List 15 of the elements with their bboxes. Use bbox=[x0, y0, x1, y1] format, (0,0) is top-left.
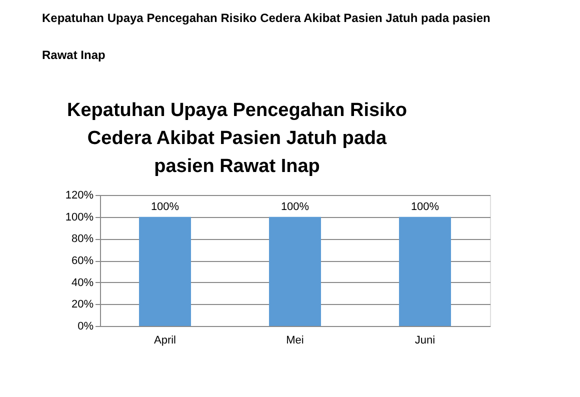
y-tick-label: 120% bbox=[65, 190, 94, 202]
x-tick-label: April bbox=[154, 334, 176, 346]
y-tick-label: 20% bbox=[71, 298, 94, 311]
x-tick-label: Juni bbox=[414, 334, 436, 346]
data-label: 100% bbox=[150, 200, 180, 213]
text: Kepatuhan Upaya Pencegahan Risiko Cedera Akibat Pasien Jatuh pada pasien Rawat Inap bbox=[42, 11, 490, 62]
x-tick-label: Mei bbox=[286, 334, 304, 346]
y-tick-label: 0% bbox=[78, 320, 94, 332]
chart-title: Kepatuhan Upaya Pencegahan Risiko Cedera Akibat Pasien Jatuh pada pasien Rawat Inap bbox=[67, 100, 407, 177]
y-tick-label: 80% bbox=[71, 233, 94, 246]
data-label: 100% bbox=[280, 200, 310, 213]
y-tick-label: 100% bbox=[65, 211, 94, 224]
y-tick-label: 40% bbox=[71, 276, 94, 289]
data-label: 100% bbox=[410, 200, 440, 213]
y-tick-label: 60% bbox=[71, 255, 94, 267]
